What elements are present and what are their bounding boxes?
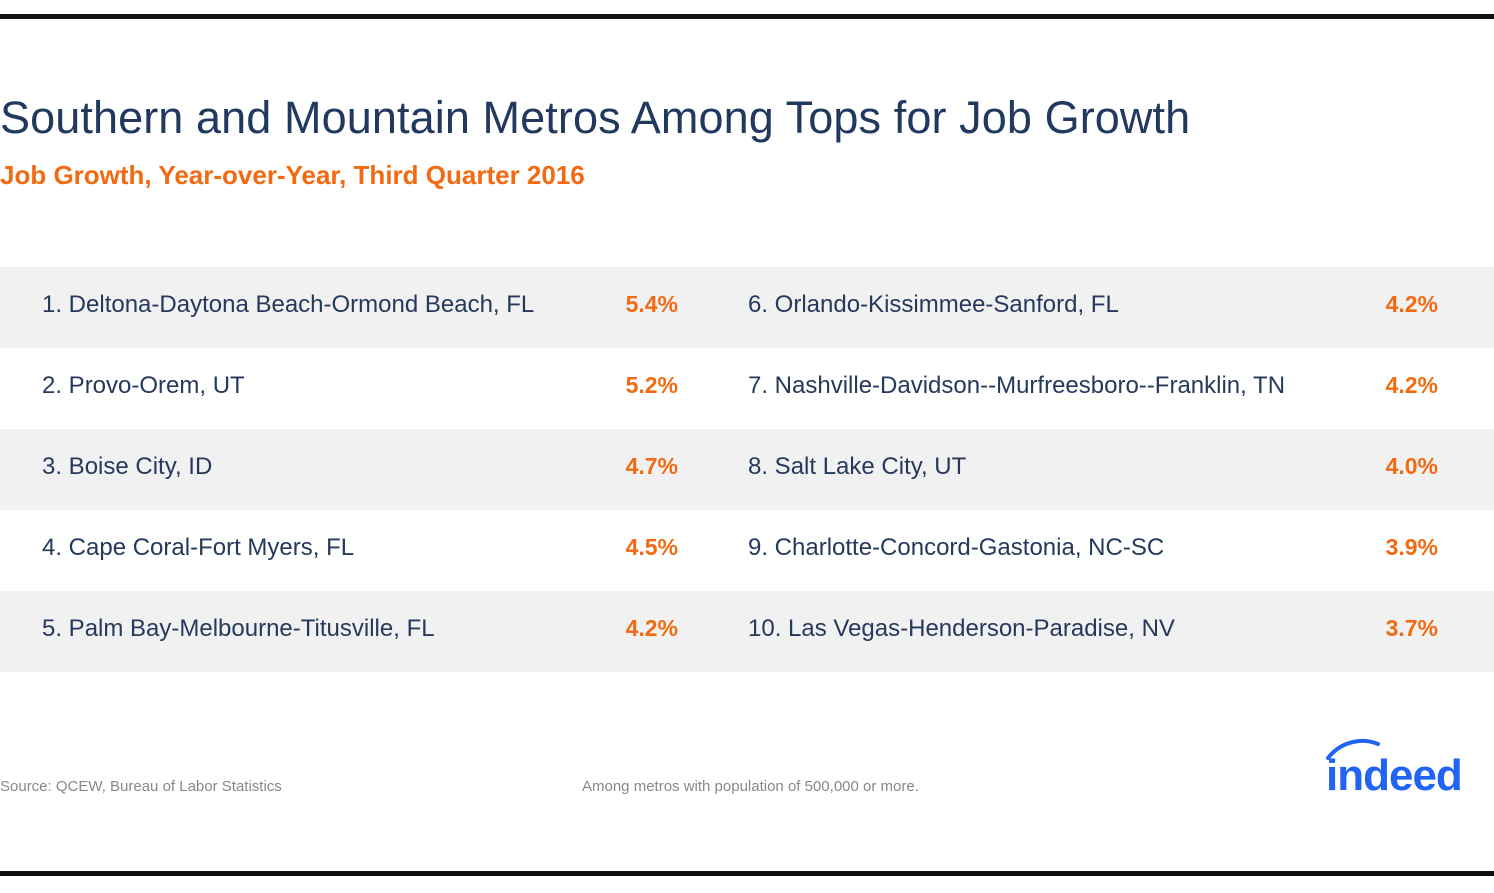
chart-title: Southern and Mountain Metros Among Tops … <box>0 92 1191 143</box>
growth-value: 3.9% <box>1385 534 1438 560</box>
top-rule <box>0 14 1494 19</box>
indeed-logo: indeed <box>1326 739 1463 800</box>
logo-wordmark: indeed <box>1326 751 1462 800</box>
growth-value: 3.7% <box>1385 615 1438 641</box>
metro-name: 1. Deltona-Daytona Beach-Ormond Beach, F… <box>42 291 535 318</box>
source-note: Source: QCEW, Bureau of Labor Statistics <box>0 778 282 795</box>
table-row: 1. Deltona-Daytona Beach-Ormond Beach, F… <box>0 267 1494 348</box>
metro-name: 7. Nashville-Davidson--Murfreesboro--Fra… <box>748 372 1286 399</box>
metro-name: 9. Charlotte-Concord-Gastonia, NC-SC <box>748 534 1165 561</box>
metro-name: 10. Las Vegas-Henderson-Paradise, NV <box>748 615 1175 642</box>
bottom-rule <box>0 871 1494 876</box>
growth-value: 4.2% <box>1385 372 1438 398</box>
chart-subtitle: Job Growth, Year-over-Year, Third Quarte… <box>0 160 585 190</box>
metro-name: 2. Provo-Orem, UT <box>42 372 245 399</box>
growth-value: 4.0% <box>1385 453 1438 479</box>
metro-name: 8. Salt Lake City, UT <box>748 453 967 480</box>
growth-value: 4.2% <box>1385 291 1438 317</box>
growth-value: 4.7% <box>625 453 678 479</box>
metro-name: 4. Cape Coral-Fort Myers, FL <box>42 534 355 561</box>
growth-value: 5.2% <box>625 372 678 398</box>
metro-name: 5. Palm Bay-Melbourne-Titusville, FL <box>42 615 435 642</box>
table-row: 2. Provo-Orem, UT 5.2% 7. Nashville-Davi… <box>0 348 1494 429</box>
growth-value: 4.2% <box>625 615 678 641</box>
ranking-table: 1. Deltona-Daytona Beach-Ormond Beach, F… <box>0 267 1494 672</box>
logo-arc <box>1326 739 1380 760</box>
table-row: 4. Cape Coral-Fort Myers, FL 4.5% 9. Cha… <box>0 510 1494 591</box>
table-row: 5. Palm Bay-Melbourne-Titusville, FL 4.2… <box>0 591 1494 672</box>
growth-value: 5.4% <box>625 291 678 317</box>
metro-name: 6. Orlando-Kissimmee-Sanford, FL <box>748 291 1119 318</box>
growth-value: 4.5% <box>625 534 678 560</box>
population-note: Among metros with population of 500,000 … <box>582 778 919 795</box>
table-row: 3. Boise City, ID 4.7% 8. Salt Lake City… <box>0 429 1494 510</box>
metro-name: 3. Boise City, ID <box>42 453 213 480</box>
